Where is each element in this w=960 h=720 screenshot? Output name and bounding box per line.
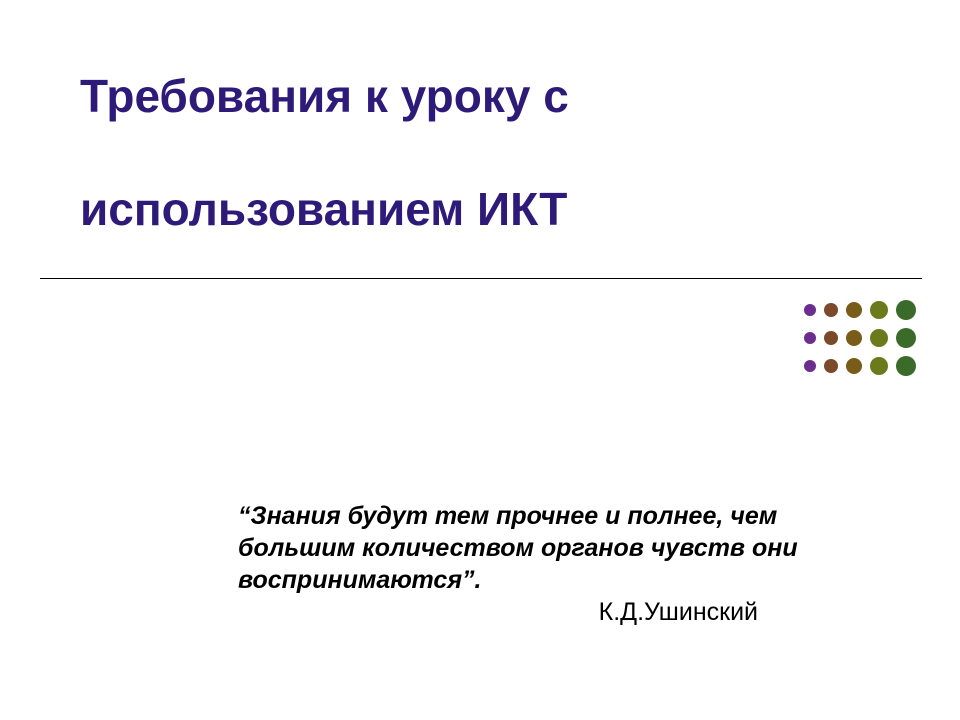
- decorative-dot-icon: [896, 328, 916, 348]
- decorative-dot-grid: [804, 300, 916, 384]
- decorative-dot-icon: [870, 329, 888, 347]
- slide: Требования к уроку с использованием ИКТ …: [0, 0, 960, 720]
- decorative-dot-icon: [824, 303, 838, 317]
- decorative-dot-icon: [846, 302, 862, 318]
- decorative-dot-icon: [896, 356, 916, 376]
- decorative-dot-icon: [846, 358, 862, 374]
- decorative-dot-icon: [824, 331, 838, 345]
- title-line-1: Требования к уроку с: [80, 70, 880, 123]
- slide-title: Требования к уроку с использованием ИКТ: [80, 70, 880, 236]
- decorative-dot-icon: [804, 360, 816, 372]
- decorative-dot-icon: [896, 300, 916, 320]
- dot-row: [804, 300, 916, 320]
- decorative-dot-icon: [824, 359, 838, 373]
- title-line-2: использованием ИКТ: [80, 183, 880, 236]
- horizontal-divider: [40, 278, 922, 279]
- decorative-dot-icon: [870, 301, 888, 319]
- decorative-dot-icon: [870, 357, 888, 375]
- quote-block: “Знания будут тем прочнее и полнее, чем …: [238, 500, 798, 627]
- decorative-dot-icon: [846, 330, 862, 346]
- dot-row: [804, 356, 916, 376]
- quote-text: “Знания будут тем прочнее и полнее, чем …: [238, 500, 798, 596]
- dot-row: [804, 328, 916, 348]
- quote-author: К.Д.Ушинский: [238, 598, 798, 627]
- decorative-dot-icon: [804, 304, 816, 316]
- decorative-dot-icon: [804, 332, 816, 344]
